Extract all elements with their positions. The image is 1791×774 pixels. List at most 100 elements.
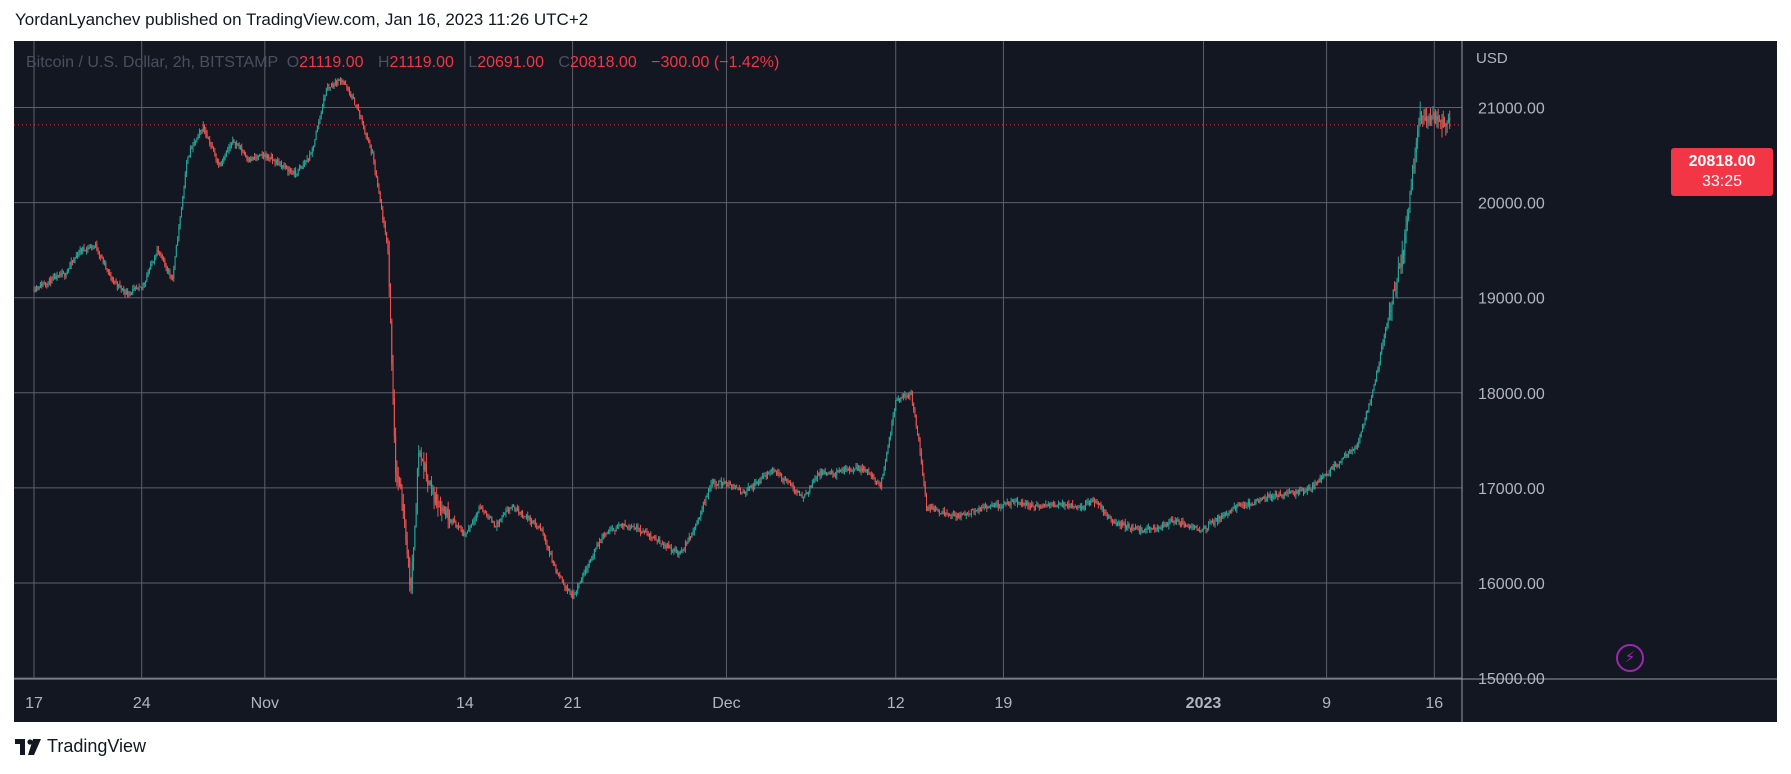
- candle-body: [927, 507, 929, 510]
- candle-body: [1081, 505, 1083, 509]
- candle-body: [1141, 527, 1143, 533]
- candle-body: [1151, 527, 1153, 530]
- candle-body: [339, 79, 341, 83]
- candle-body: [804, 494, 806, 497]
- candle-body: [1426, 117, 1428, 122]
- candle-body: [1282, 495, 1284, 497]
- candle-body: [586, 569, 588, 571]
- candle-body: [1309, 488, 1311, 491]
- candle-body: [920, 452, 922, 464]
- candle-body: [115, 282, 117, 284]
- candle-body: [284, 165, 286, 168]
- tradingview-logo[interactable]: TradingView: [15, 736, 146, 757]
- candle-body: [954, 514, 956, 516]
- candle-body: [269, 158, 271, 160]
- candle-body: [352, 96, 354, 99]
- candle-body: [180, 207, 182, 217]
- candle-body: [1100, 503, 1102, 509]
- candle-body: [230, 143, 232, 146]
- candle-body: [338, 79, 340, 81]
- candle-body: [854, 469, 856, 471]
- candle-body: [773, 468, 775, 471]
- candle-body: [160, 254, 162, 256]
- candle-body: [1033, 506, 1035, 508]
- candle-body: [1002, 504, 1004, 507]
- candle-body: [965, 513, 967, 516]
- candle-body: [1146, 528, 1148, 530]
- candle-body: [246, 155, 248, 159]
- candle-body: [1177, 520, 1179, 522]
- candle-body: [710, 483, 712, 490]
- candle-body: [1303, 490, 1305, 493]
- candle-body: [655, 536, 657, 541]
- candle-body: [234, 141, 236, 145]
- candle-body: [1346, 454, 1348, 457]
- candle-body: [177, 239, 179, 246]
- lightning-icon[interactable]: ⚡: [1616, 644, 1644, 672]
- candle-body: [967, 513, 969, 515]
- time-tick-label: Nov: [251, 695, 279, 712]
- candle-body: [988, 506, 990, 508]
- candle-body: [498, 519, 500, 524]
- candle-body: [1385, 327, 1387, 336]
- price-tick-label: 19000.00: [1478, 291, 1545, 308]
- candle-body: [237, 143, 239, 146]
- candle-body: [1069, 505, 1071, 508]
- chart-area[interactable]: 21000.00 20000.00 19000.00 18000.00 17000.00…: [14, 41, 1777, 722]
- candle-body: [228, 147, 230, 151]
- candle-body: [918, 433, 920, 440]
- candle-body: [200, 130, 202, 132]
- candle-body: [1364, 419, 1366, 425]
- candlestick-chart[interactable]: 21000.00 20000.00 19000.00 18000.00 17000.00…: [14, 41, 1777, 722]
- candle-body: [345, 83, 347, 85]
- candle-body: [329, 87, 331, 89]
- candle-body: [1165, 524, 1167, 526]
- candle-body: [1167, 524, 1169, 526]
- candle-body: [911, 391, 913, 404]
- candle-body: [1261, 497, 1263, 499]
- candle-body: [618, 525, 620, 527]
- candle-body: [934, 509, 936, 512]
- candle-body: [755, 482, 757, 484]
- candle-body: [323, 97, 325, 107]
- candle-body: [642, 530, 644, 533]
- candle-body: [1188, 526, 1190, 529]
- candle-body: [751, 485, 753, 489]
- candle-body: [1446, 122, 1448, 127]
- candle-body: [409, 559, 411, 585]
- candle-body: [943, 510, 945, 515]
- candle-body: [1123, 522, 1125, 526]
- candle-body: [846, 469, 848, 471]
- candle-body: [405, 521, 407, 541]
- candle-body: [683, 549, 685, 551]
- candle-body: [1369, 403, 1371, 405]
- candle-body: [574, 593, 576, 595]
- candle-body: [260, 154, 262, 156]
- candle-body: [843, 468, 845, 472]
- candle-body: [1447, 117, 1449, 123]
- candle-body: [881, 478, 883, 489]
- candle-body: [1202, 527, 1204, 530]
- candle-body: [1222, 514, 1224, 517]
- candle-body: [999, 507, 1001, 509]
- candle-body: [650, 533, 652, 538]
- candle-body: [1010, 501, 1012, 506]
- candle-body: [1347, 453, 1349, 457]
- candle-body: [659, 538, 661, 544]
- candle-body: [47, 281, 49, 285]
- candle-body: [1242, 504, 1244, 506]
- candle-body: [959, 515, 961, 518]
- candle-body: [1232, 506, 1234, 511]
- candle-body: [243, 152, 245, 155]
- candle-body: [1173, 520, 1175, 523]
- candle-body: [1182, 521, 1184, 524]
- candle-body: [824, 471, 826, 475]
- candle-body: [831, 471, 833, 474]
- candle-body: [306, 159, 308, 163]
- candle-body: [1444, 119, 1446, 125]
- candle-body: [869, 472, 871, 475]
- candle-body: [1093, 501, 1095, 504]
- candle-body: [354, 98, 356, 106]
- candle-body: [1143, 529, 1145, 532]
- candle-body: [254, 156, 256, 159]
